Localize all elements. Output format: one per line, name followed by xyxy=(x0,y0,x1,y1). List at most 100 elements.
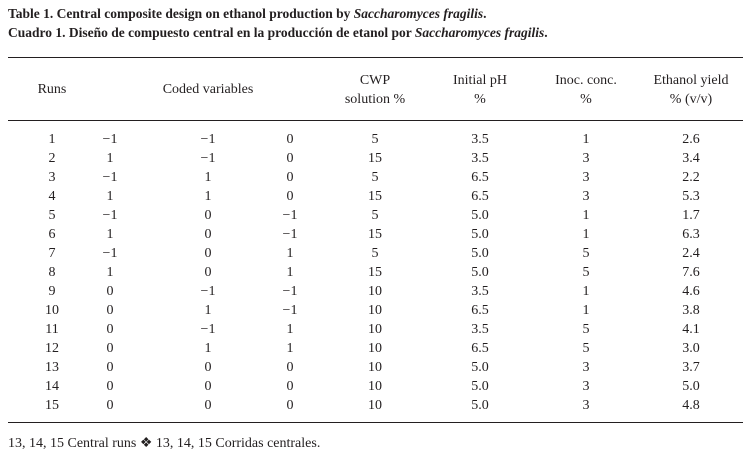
cell-coded-x3: 0 xyxy=(286,398,294,413)
cell-coded-x2: 1 xyxy=(204,303,212,318)
caption-en-suffix: . xyxy=(483,6,487,21)
cell-yield: 7.6 xyxy=(682,265,700,280)
table-bottom-rule xyxy=(8,422,743,423)
cell-inoc: 3 xyxy=(582,189,590,204)
header-initial-ph: Initial pH % xyxy=(430,71,530,109)
header-cwp-line2: solution % xyxy=(344,92,406,107)
caption-en-species: Saccharomyces fragilis xyxy=(353,6,484,21)
cell-run: 14 xyxy=(45,379,59,394)
cell-coded-x2: 1 xyxy=(204,170,212,185)
cell-coded-x2: 0 xyxy=(204,227,212,242)
cell-coded-x3: 0 xyxy=(286,132,294,147)
cell-cwp: 15 xyxy=(368,227,382,242)
cell-coded-x2: 1 xyxy=(204,341,212,356)
cell-yield: 2.2 xyxy=(682,170,700,185)
cell-coded-x2: −1 xyxy=(200,132,216,147)
cell-inoc: 3 xyxy=(582,170,590,185)
cell-cwp: 5 xyxy=(371,170,379,185)
cell-coded-x2: 0 xyxy=(204,379,212,394)
cell-yield: 6.3 xyxy=(682,227,700,242)
cell-coded-x1: −1 xyxy=(102,132,118,147)
header-ethanol-yield: Ethanol yield % (v/v) xyxy=(636,71,746,109)
cell-cwp: 10 xyxy=(368,341,382,356)
cell-coded-x1: 0 xyxy=(106,398,114,413)
cell-run: 10 xyxy=(45,303,59,318)
caption-es-species: Saccharomyces fragilis xyxy=(414,25,545,40)
header-inoc-line2: % xyxy=(580,92,592,107)
cell-ph: 5.0 xyxy=(471,208,489,223)
cell-cwp: 10 xyxy=(368,284,382,299)
cell-inoc: 5 xyxy=(582,322,590,337)
cell-coded-x3: −1 xyxy=(282,208,298,223)
cell-run: 11 xyxy=(45,322,59,337)
cell-coded-x1: 0 xyxy=(106,379,114,394)
cell-run: 2 xyxy=(48,151,56,166)
cell-yield: 5.0 xyxy=(682,379,700,394)
cell-coded-x2: 0 xyxy=(204,265,212,280)
cell-cwp: 10 xyxy=(368,303,382,318)
cell-ph: 5.0 xyxy=(471,265,489,280)
cell-yield: 4.6 xyxy=(682,284,700,299)
cell-run: 5 xyxy=(48,208,56,223)
cell-run: 15 xyxy=(45,398,59,413)
cell-ph: 5.0 xyxy=(471,398,489,413)
cell-coded-x3: −1 xyxy=(282,284,298,299)
cell-cwp: 10 xyxy=(368,379,382,394)
header-cwp-line1: CWP xyxy=(359,73,391,88)
cell-coded-x2: 0 xyxy=(204,360,212,375)
cell-yield: 3.0 xyxy=(682,341,700,356)
table-footnote: 13, 14, 15 Central runs ❖ 13, 14, 15 Cor… xyxy=(8,436,321,451)
header-inoc-conc: Inoc. conc. % xyxy=(536,71,636,109)
cell-coded-x2: 0 xyxy=(204,398,212,413)
cell-yield: 4.8 xyxy=(682,398,700,413)
cell-inoc: 5 xyxy=(582,246,590,261)
caption-es-suffix: . xyxy=(544,25,548,40)
header-yield-line1: Ethanol yield xyxy=(653,73,729,88)
table-top-rule xyxy=(8,57,743,58)
cell-run: 3 xyxy=(48,170,56,185)
cell-coded-x3: −1 xyxy=(282,303,298,318)
cell-run: 9 xyxy=(48,284,56,299)
cell-coded-x3: 0 xyxy=(286,379,294,394)
cell-coded-x1: 1 xyxy=(106,265,114,280)
cell-coded-x3: 0 xyxy=(286,360,294,375)
cell-ph: 6.5 xyxy=(471,170,489,185)
cell-coded-x1: 1 xyxy=(106,227,114,242)
cell-run: 13 xyxy=(45,360,59,375)
cell-yield: 2.4 xyxy=(682,246,700,261)
header-ph-line2: % xyxy=(474,92,486,107)
caption-en-prefix: Table 1. Central composite design on eth… xyxy=(8,6,354,21)
cell-coded-x3: 0 xyxy=(286,151,294,166)
cell-coded-x1: −1 xyxy=(102,208,118,223)
cell-cwp: 5 xyxy=(371,208,379,223)
cell-inoc: 3 xyxy=(582,379,590,394)
header-coded-variables: Coded variables xyxy=(162,82,254,97)
cell-ph: 5.0 xyxy=(471,360,489,375)
cell-inoc: 3 xyxy=(582,151,590,166)
cell-yield: 4.1 xyxy=(682,322,700,337)
cell-coded-x1: 0 xyxy=(106,341,114,356)
cell-run: 6 xyxy=(48,227,56,242)
cell-inoc: 1 xyxy=(582,208,590,223)
cell-coded-x3: 0 xyxy=(286,189,294,204)
cell-coded-x3: 1 xyxy=(286,341,294,356)
cell-coded-x3: −1 xyxy=(282,227,298,242)
cell-run: 4 xyxy=(48,189,56,204)
cell-yield: 3.4 xyxy=(682,151,700,166)
cell-yield: 3.8 xyxy=(682,303,700,318)
cell-run: 8 xyxy=(48,265,56,280)
header-inoc-line1: Inoc. conc. xyxy=(555,73,617,88)
header-yield-line2: % (v/v) xyxy=(669,92,713,107)
cell-cwp: 5 xyxy=(371,246,379,261)
cell-coded-x1: 1 xyxy=(106,151,114,166)
cell-coded-x1: 1 xyxy=(106,189,114,204)
cell-cwp: 10 xyxy=(368,322,382,337)
cell-inoc: 1 xyxy=(582,132,590,147)
cell-ph: 3.5 xyxy=(471,284,489,299)
cell-inoc: 1 xyxy=(582,284,590,299)
cell-yield: 2.6 xyxy=(682,132,700,147)
cell-ph: 6.5 xyxy=(471,189,489,204)
cell-cwp: 10 xyxy=(368,398,382,413)
cell-coded-x1: 0 xyxy=(106,360,114,375)
cell-run: 7 xyxy=(48,246,56,261)
